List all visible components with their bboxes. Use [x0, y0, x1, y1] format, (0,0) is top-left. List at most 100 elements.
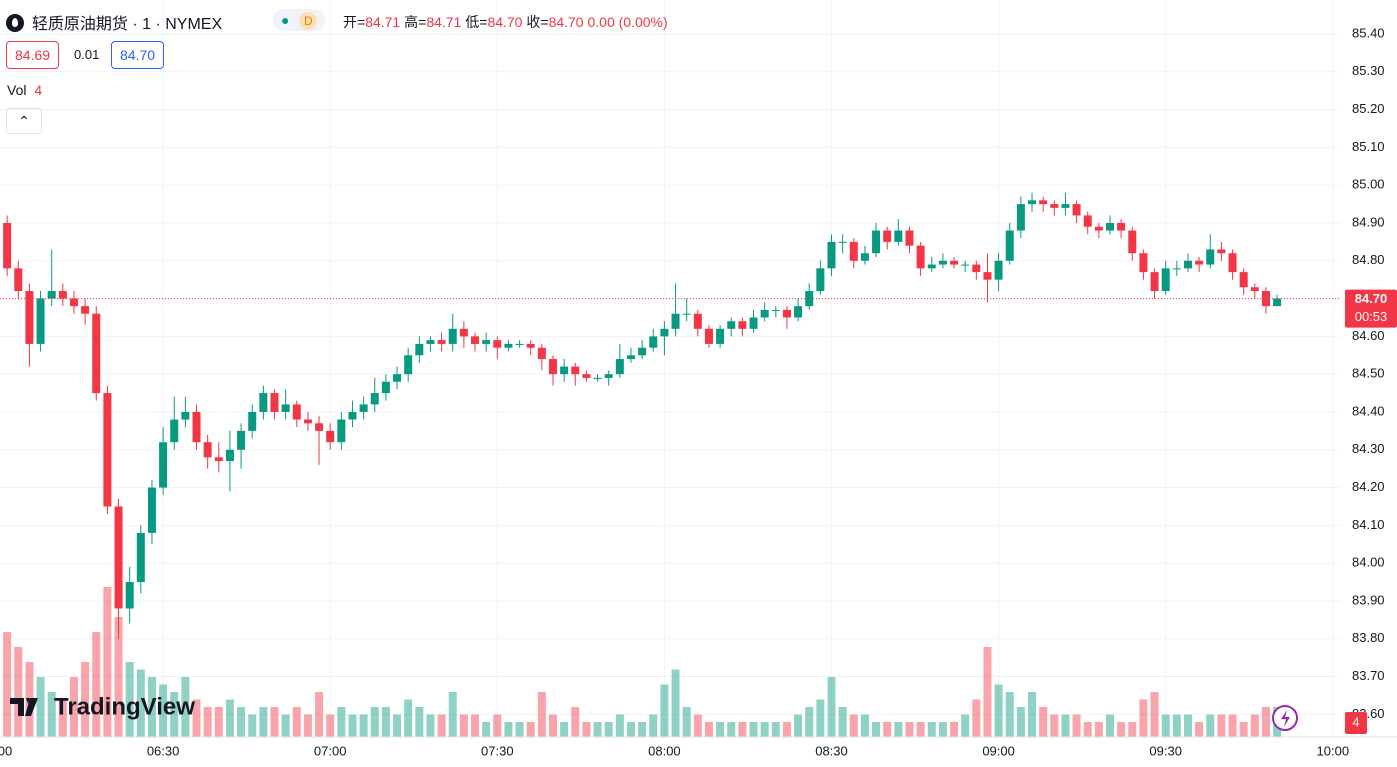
- volume-bar: [883, 722, 892, 737]
- candle-body: [482, 340, 491, 344]
- candle-body: [1106, 222, 1114, 231]
- candle-body: [92, 313, 101, 394]
- candle-body: [248, 411, 257, 431]
- candle-body: [626, 355, 635, 360]
- volume-bar: [738, 722, 747, 737]
- high-label: 高=: [404, 14, 427, 30]
- volume-bar: [860, 714, 869, 737]
- volume-bar: [426, 714, 435, 737]
- y-tick-label: 83.80: [1352, 630, 1385, 645]
- volume-bar: [448, 692, 457, 737]
- volume-bar: [1094, 722, 1103, 737]
- ask-button[interactable]: 84.70: [111, 41, 165, 69]
- candle-body: [894, 230, 903, 242]
- price-badge-label: 84.70: [1355, 291, 1388, 306]
- volume-bar: [415, 707, 424, 737]
- collapse-button[interactable]: ⌃: [6, 108, 42, 134]
- candle-body: [749, 317, 758, 329]
- ohlc-legend: 开=84.71 高=84.71 低=84.70 收=84.70 0.00 (0.…: [343, 12, 668, 32]
- candle-body: [961, 264, 970, 266]
- y-tick-label: 85.20: [1352, 101, 1385, 116]
- candle-body: [1016, 204, 1025, 231]
- volume-bar: [994, 684, 1003, 737]
- volume-bar: [504, 722, 513, 737]
- candle-body: [281, 404, 290, 412]
- volume-bar: [370, 707, 379, 737]
- x-tick-label: 06:00: [0, 743, 12, 758]
- candle-body: [192, 411, 201, 443]
- candle-body: [716, 328, 725, 344]
- symbol-row: 轻质原油期货 · 1 · NYMEX: [6, 10, 222, 34]
- volume-bar: [348, 714, 357, 737]
- x-tick-label: 07:30: [481, 743, 514, 758]
- volume-bar: [1250, 714, 1259, 737]
- candle-body: [270, 393, 279, 412]
- volume-bar: [782, 722, 791, 737]
- volume-bar: [1206, 714, 1215, 737]
- volume-bar: [337, 707, 346, 737]
- candle-body: [393, 374, 402, 382]
- candle-body: [1172, 268, 1181, 270]
- candle-body: [14, 268, 23, 292]
- candle-body: [303, 419, 312, 424]
- bid-button[interactable]: 84.69: [6, 41, 60, 69]
- volume-bar: [81, 662, 90, 737]
- candle-body: [883, 230, 892, 242]
- symbol-icon: [6, 14, 24, 32]
- candle-body: [58, 291, 67, 299]
- open-label: 开=: [343, 14, 366, 30]
- volume-bar: [225, 699, 234, 737]
- candle-body: [471, 336, 480, 344]
- x-tick-label: 09:30: [1149, 743, 1182, 758]
- volume-bar: [159, 684, 168, 737]
- volume-bar: [1050, 714, 1059, 737]
- candle-body: [203, 442, 212, 458]
- candle-body: [237, 430, 246, 450]
- volume-bar: [537, 692, 546, 737]
- y-tick-label: 83.90: [1352, 592, 1385, 607]
- volume-bar: [515, 722, 524, 737]
- y-tick-label: 84.40: [1352, 403, 1385, 418]
- candle-body: [972, 264, 981, 273]
- y-tick-label: 84.10: [1352, 517, 1385, 532]
- candle-body: [1050, 204, 1059, 208]
- volume-bar: [1106, 714, 1114, 737]
- volume-bar: [1083, 722, 1092, 737]
- candle-body: [225, 449, 234, 462]
- volume-bar: [92, 632, 101, 737]
- volume-bar: [315, 692, 324, 737]
- volume-bar: [549, 714, 557, 737]
- candle-body: [1028, 200, 1037, 205]
- candle-body: [292, 404, 301, 420]
- candle-body: [771, 309, 780, 311]
- candle-body: [916, 245, 925, 269]
- candle-body: [1083, 215, 1092, 227]
- candle-body: [1239, 272, 1248, 288]
- x-tick-label: 08:30: [815, 743, 848, 758]
- volume-bar: [727, 722, 736, 737]
- candle-body: [1072, 204, 1081, 216]
- close-value: 84.70: [548, 14, 584, 30]
- volume-bar: [638, 722, 647, 737]
- volume-bar: [794, 714, 803, 737]
- volume-bar: [671, 669, 680, 737]
- candle-body: [1228, 253, 1237, 273]
- candle-body: [315, 423, 324, 431]
- volume-bar: [1261, 707, 1270, 737]
- candle-body: [1094, 226, 1103, 231]
- status-pill[interactable]: ● D: [273, 9, 326, 31]
- candle-body: [504, 343, 513, 348]
- candle-body: [1150, 272, 1159, 292]
- candle-body: [682, 313, 691, 315]
- volume-bar: [437, 714, 446, 737]
- volume-bar: [170, 692, 179, 737]
- symbol[interactable]: 轻质原油期货 · 1 · NYMEX: [31, 16, 223, 33]
- candle-body: [426, 340, 435, 344]
- volume-bar: [1128, 722, 1137, 737]
- y-tick-label: 84.80: [1352, 252, 1385, 267]
- y-tick-label: 85.30: [1352, 63, 1385, 78]
- volume-bar: [381, 707, 390, 737]
- volume-bar: [749, 722, 758, 737]
- volume-bar: [771, 722, 780, 737]
- y-tick-label: 84.50: [1352, 366, 1385, 381]
